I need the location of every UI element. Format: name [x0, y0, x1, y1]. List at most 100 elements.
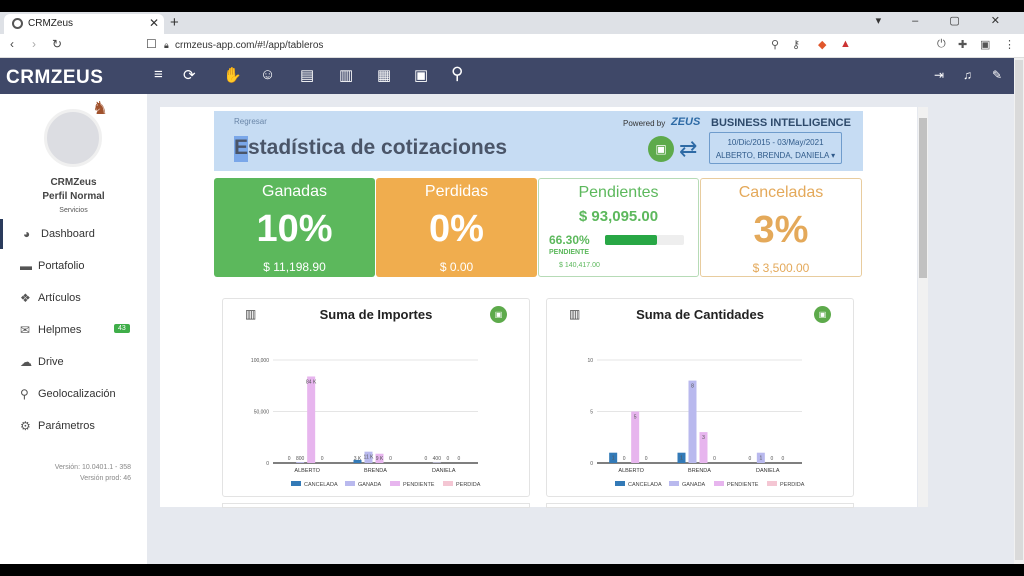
app-logo[interactable]: CRMZEUS: [6, 67, 104, 88]
y-tick-label: 100,000: [251, 358, 269, 364]
x-tick-label: ALBERTO: [618, 468, 644, 474]
browser-menu-icon[interactable]: ⋮: [1004, 39, 1015, 51]
sidebar-item-parmetros[interactable]: ⚙ Parámetros: [0, 411, 147, 441]
calendar-icon[interactable]: ▣: [414, 67, 429, 84]
data-label: 3: [702, 435, 705, 441]
map-marker-icon: ⚲: [20, 387, 29, 401]
browser-tab[interactable]: CRMZeus ✕: [4, 14, 164, 34]
save-chart-button[interactable]: ▣: [490, 306, 507, 323]
sync-icon[interactable]: ⇄: [679, 136, 698, 161]
briefcase-icon: ▬: [20, 259, 32, 273]
window-controls[interactable]: ▾ – ▢ ✕: [875, 15, 1014, 27]
bar: [307, 376, 316, 463]
close-tab-icon[interactable]: ✕: [149, 16, 160, 30]
data-label: 0: [645, 456, 648, 462]
legend-swatch: [767, 481, 777, 486]
brave-shield-icon[interactable]: ◆: [818, 39, 827, 51]
location-icon[interactable]: ⚲: [771, 39, 780, 51]
sidebar-item-helpmes[interactable]: ✉ Helpmes: [0, 315, 147, 345]
kpi-canceladas[interactable]: Canceladas 3% $ 3,500.00: [700, 178, 862, 277]
wallet-icon[interactable]: ▣: [980, 39, 991, 51]
bar-chart-icon: ▥: [245, 307, 257, 321]
kpi-ganadas[interactable]: Ganadas 10% $ 11,198.90: [214, 178, 375, 277]
sidebar-item-label: Parámetros: [38, 420, 95, 432]
kpi-pendientes[interactable]: Pendientes $ 93,095.00 66.30% PENDIENTE …: [538, 178, 699, 277]
lock-icon: 🔒︎: [164, 40, 169, 50]
user-profile: Perfil Normal: [42, 191, 105, 202]
x-tick-label: BRENDA: [364, 468, 387, 474]
legend-label: PENDIENTE: [403, 482, 435, 488]
sidebar-item-geolocalizacin[interactable]: ⚲ Geolocalización: [0, 379, 147, 409]
back-icon[interactable]: ‹: [10, 37, 14, 51]
legend-label: GANADA: [358, 482, 382, 488]
next-card-edge: [222, 503, 530, 508]
data-label: 9 K: [376, 456, 384, 462]
document-clock-icon[interactable]: ▤: [300, 67, 315, 84]
new-tab-button[interactable]: +: [170, 14, 179, 31]
pending-progress-fill: [605, 235, 658, 245]
pie-chart-icon: ◕: [23, 227, 31, 241]
legend-swatch: [291, 481, 301, 486]
power-icon[interactable]: ⏻: [937, 38, 946, 50]
panel-scroll-thumb[interactable]: [919, 118, 927, 278]
legend-label: CANCELADA: [628, 482, 662, 488]
forward-icon[interactable]: ›: [32, 37, 36, 51]
legend-swatch: [443, 481, 453, 486]
panel-scrollbar[interactable]: [918, 107, 928, 507]
sidebar-item-artculos[interactable]: ❖ Artículos: [0, 283, 147, 313]
logout-icon[interactable]: ⇥: [934, 68, 945, 82]
bar: [296, 462, 305, 463]
kpi-percent: 66.30%: [549, 233, 590, 247]
data-label: 400: [433, 456, 442, 462]
version-prod-text: Versión prod: 46: [80, 475, 131, 482]
search-icon[interactable]: ⚲: [451, 64, 464, 83]
kpi-perdidas[interactable]: Perdidas 0% $ 0.00: [376, 178, 537, 277]
sidebar-item-portafolio[interactable]: ▬ Portafolio: [0, 251, 147, 281]
legend-label: CANCELADA: [304, 482, 338, 488]
bar: [609, 452, 618, 463]
avatar[interactable]: [44, 109, 102, 167]
document-dollar-icon[interactable]: ▦: [377, 67, 392, 84]
sidebar: ♞ CRMZeus Perfil Normal Servicios ◕ Dashb…: [0, 94, 147, 564]
filter-dropdown[interactable]: 10/Dic/2015 - 03/May/2021 ALBERTO, BREND…: [709, 132, 842, 164]
bookmark-icon[interactable]: ☐: [146, 37, 157, 51]
sidebar-item-label: Artículos: [38, 292, 81, 304]
text-selection: [234, 136, 248, 162]
extensions-icon[interactable]: ✚: [958, 39, 968, 51]
kpi-title: Ganadas: [262, 183, 327, 200]
page-scroll-thumb[interactable]: [1015, 60, 1023, 560]
save-chart-button[interactable]: ▣: [814, 306, 831, 323]
users-icon[interactable]: ☺: [260, 66, 276, 83]
user-services-link[interactable]: Servicios: [59, 207, 88, 214]
data-label: 0: [321, 456, 324, 462]
sidebar-item-dashboard[interactable]: ◕ Dashboard: [0, 219, 147, 249]
data-label: 3 K: [354, 456, 362, 462]
url-text[interactable]: crmzeus-app.com/#!/app/tableros: [175, 40, 324, 51]
back-link[interactable]: Regresar: [234, 117, 267, 126]
data-label: 1: [759, 456, 762, 462]
bar: [364, 451, 373, 463]
helpmes-badge: 43: [114, 324, 130, 333]
menu-icon[interactable]: ≡: [154, 66, 163, 83]
bar: [631, 411, 640, 463]
y-tick-label: 0: [590, 461, 593, 467]
data-label: 8: [691, 384, 694, 390]
handshake-icon[interactable]: ✋: [223, 67, 242, 84]
save-report-button[interactable]: ▣: [648, 136, 674, 162]
refresh-icon[interactable]: ⟳: [183, 67, 196, 84]
rewards-icon[interactable]: ▲: [840, 38, 851, 50]
bell-icon[interactable]: ♫: [963, 68, 972, 82]
legend-label: GANADA: [682, 482, 706, 488]
version-info: Versión: 10.0401.1 - 358 Versión prod: 4…: [11, 462, 131, 484]
reload-icon[interactable]: ↻: [52, 37, 63, 51]
sidebar-item-drive[interactable]: ☁ Drive: [0, 347, 147, 377]
data-label: 0: [288, 456, 291, 462]
data-label: 1: [680, 456, 683, 462]
clipboard-icon[interactable]: ▥: [339, 67, 354, 84]
legend-swatch: [345, 481, 355, 486]
wrench-icon[interactable]: ✎: [992, 68, 1003, 82]
bar: [375, 453, 384, 463]
chat-icon: ✉: [20, 323, 31, 337]
key-icon[interactable]: ⚷: [792, 39, 801, 51]
next-card-edge: [546, 503, 854, 508]
